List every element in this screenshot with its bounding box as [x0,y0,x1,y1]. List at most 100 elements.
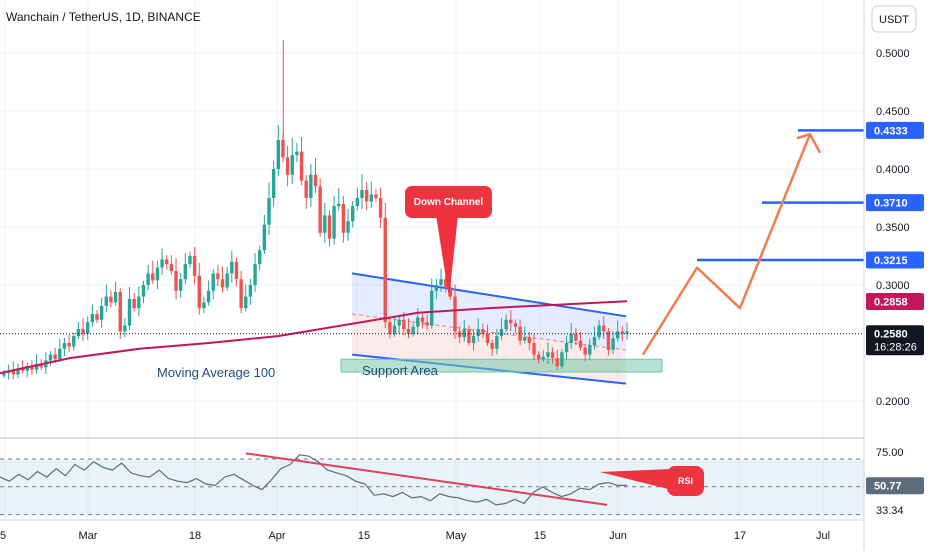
candle [323,202,327,243]
candle [239,270,243,314]
candle [318,178,322,237]
candle [225,266,229,291]
candle [411,321,415,337]
candle-body [127,298,132,326]
candle [457,325,462,344]
candle [48,351,53,366]
candle-body [453,296,457,332]
candle-body [318,186,322,233]
target-badge-bg [866,194,924,212]
rsi-tick-label: 75.00 [876,447,904,459]
candle-body [137,296,141,309]
target-lines [697,129,864,262]
candle [113,281,118,306]
candle-body [536,354,541,360]
candle-body [597,325,601,338]
candle-body [434,285,439,291]
support-area [340,358,663,373]
candle-body [151,273,155,281]
candle-body [258,250,262,265]
candle [271,160,276,207]
candle-body [611,338,615,350]
candle-body [425,322,429,326]
candle-body [388,322,392,334]
candle [76,321,81,340]
candle [499,318,504,341]
candle [104,284,108,313]
candle-body [34,363,39,370]
candle [262,214,267,255]
candle [155,261,160,290]
candle [602,316,606,339]
candle [30,359,34,375]
candle [383,202,387,329]
candle [118,287,122,339]
candle [169,255,174,275]
candle [388,316,392,339]
projection-line [641,132,822,356]
candle [25,362,29,378]
candle [369,181,373,208]
candle [364,181,369,211]
candle [378,187,383,229]
candle-body [513,323,518,327]
candle-body [578,340,583,348]
candle-body [155,267,160,281]
candle [550,347,555,364]
rsi-pane [0,452,864,516]
candle [495,328,499,355]
rsi-current-label: 50.77 [874,481,902,493]
candle-body [541,356,546,360]
candle-body [53,354,57,360]
candle [443,274,448,293]
candle [453,284,457,339]
rsi-callout: RSI [600,466,704,496]
target-badge: 0.4333 [874,125,908,137]
down-channel-callout: Down Channel [405,186,492,298]
time-tick-label: Jul [816,530,830,542]
candle [509,310,513,332]
candle [392,316,397,337]
candle [160,248,164,275]
candle [313,158,318,194]
candle [481,323,485,339]
candle-body [476,329,480,337]
price-tick-label: 0.4000 [876,164,910,176]
candle-body [555,358,559,367]
channel-fill-upper [352,273,626,350]
candle-body [602,325,606,332]
candle-body [234,261,239,280]
candle [165,254,169,270]
candle [518,319,522,346]
candle-body [85,322,90,334]
candle-body [346,221,350,233]
moving-average-100 [0,300,628,375]
candle [425,314,429,331]
candle-body [439,279,443,285]
candle-body [323,215,327,233]
candle-body [560,352,564,367]
candle [309,163,313,207]
price-tick-label: 0.3500 [876,222,910,234]
candle-body [225,273,229,288]
candle [583,344,587,362]
ma-line [0,300,628,375]
candle-body [169,264,174,272]
candle-body [25,366,29,371]
candle-body [58,348,62,360]
candle-body [327,215,332,239]
channel-upper-line [351,272,627,318]
ma-annotation: Moving Average 100 [157,365,275,380]
candle-body [113,291,118,303]
candle [569,322,573,349]
candle-body [550,352,555,359]
candle-body [304,180,308,198]
candle [132,292,136,312]
candle [606,327,611,356]
time-axis[interactable]: 5 Mar 18 Apr 15 May 15 Jun 17 Jul [0,530,830,542]
candle [541,350,546,362]
currency-button[interactable]: USDT [871,5,917,33]
candle [374,189,378,203]
